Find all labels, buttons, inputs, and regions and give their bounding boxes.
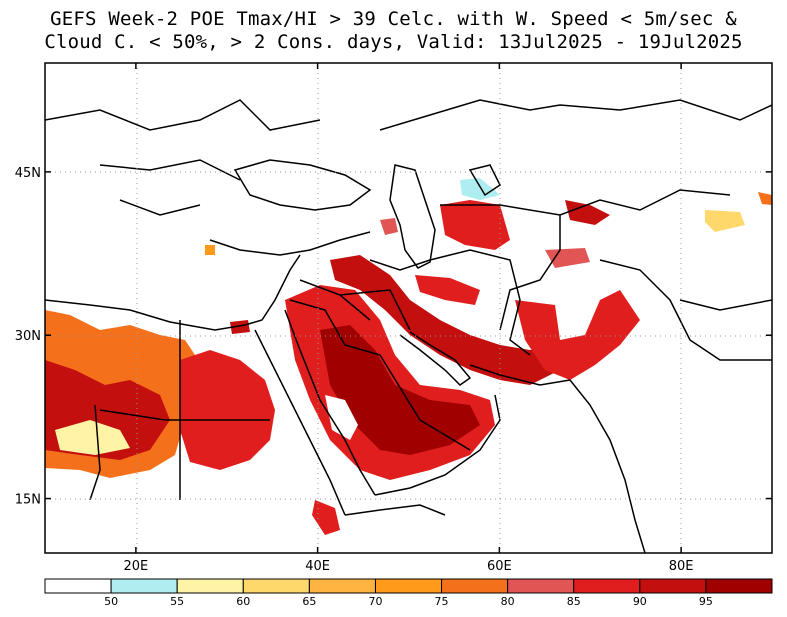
colorbar-swatch (308, 578, 376, 594)
shading-iran-belt (330, 255, 560, 385)
aral-sea (468, 164, 501, 197)
africa-border-2 (99, 409, 180, 421)
colorbar-label: 70 (368, 595, 382, 608)
colorbar-swatch (507, 578, 575, 594)
colorbar-swatch (44, 578, 112, 594)
africa-border-4 (89, 404, 101, 501)
shading-arabia-core (320, 325, 480, 455)
colorbar-label: 75 (435, 595, 449, 608)
shading-china-west (705, 210, 745, 232)
boundaries (45, 99, 772, 553)
shading-arabia-inner (325, 395, 358, 440)
colorbar-swatch (110, 578, 178, 594)
shading-turkmenistan-edge (460, 178, 500, 200)
colorbar-swatch (176, 578, 244, 594)
colorbar-swatch (441, 578, 509, 594)
colorbar-label: 85 (567, 595, 581, 608)
arabia-south-coast (374, 394, 501, 496)
shading-caspian-west (380, 218, 398, 235)
probability-shading (45, 178, 772, 535)
colorbar-swatch (242, 578, 310, 594)
mediterranean-coast (45, 254, 301, 331)
shading-pakistan (515, 290, 640, 380)
map-area (45, 63, 772, 553)
colorbar-swatch (573, 578, 641, 594)
shading-china-edge (758, 192, 772, 205)
gulf-of-aden (344, 504, 446, 516)
red-sea-west (254, 329, 346, 516)
map-axes: 20E 40E 60E 80E 45N 30N 15N (15, 63, 772, 574)
iran-south-coast (469, 364, 571, 386)
colorbar-label: 50 (104, 595, 118, 608)
colorbar: 50 55 60 65 70 75 80 85 90 95 (44, 578, 773, 608)
persian-gulf (399, 331, 472, 386)
india-west-coast (569, 379, 646, 553)
colorbar-label: 95 (699, 595, 713, 608)
x-tick-label: 20E (123, 559, 148, 574)
central-asia-borders (379, 99, 772, 361)
y-tick-label: 15N (15, 493, 41, 508)
black-sea-coast (233, 159, 372, 211)
map-title-line-1: GEFS Week-2 POE Tmax/HI > 39 Celc. with … (50, 8, 737, 30)
caspian-sea (389, 164, 436, 269)
shading-turkmenistan (440, 200, 510, 250)
x-tick-label: 60E (487, 559, 512, 574)
shading-libya-coast (230, 320, 250, 334)
shading-central-asia-east (565, 200, 610, 225)
colorbar-label: 90 (633, 595, 647, 608)
y-tick-label: 30N (15, 329, 41, 344)
red-sea-east (284, 309, 376, 496)
europe-borders (45, 99, 321, 216)
colorbar-swatch (705, 578, 773, 594)
shading-red-sea-coast (312, 500, 340, 535)
x-tick-label: 40E (305, 559, 330, 574)
graticule (45, 63, 772, 553)
colorbar-label: 80 (501, 595, 515, 608)
x-tick-label: 80E (669, 559, 694, 574)
shading-turkey-south (205, 245, 215, 255)
colorbar-label: 55 (170, 595, 184, 608)
shading-sahara-cool (55, 420, 130, 455)
iran-borders (369, 249, 531, 356)
middle-east-borders (289, 279, 471, 451)
colorbar-label: 60 (236, 595, 250, 608)
map-title-line-2: Cloud C. < 50%, > 2 Cons. days, Valid: 1… (44, 31, 743, 53)
colorbar-swatch (374, 578, 443, 594)
y-tick-label: 45N (15, 166, 41, 181)
turkey-coast (209, 231, 371, 256)
colorbar-swatch (639, 578, 707, 594)
shading-iran-interior (415, 275, 480, 305)
colorbar-label: 65 (302, 595, 316, 608)
map-frame (44, 62, 773, 554)
shading-sahara-east (180, 350, 275, 470)
shading-afghan-north (545, 248, 590, 268)
